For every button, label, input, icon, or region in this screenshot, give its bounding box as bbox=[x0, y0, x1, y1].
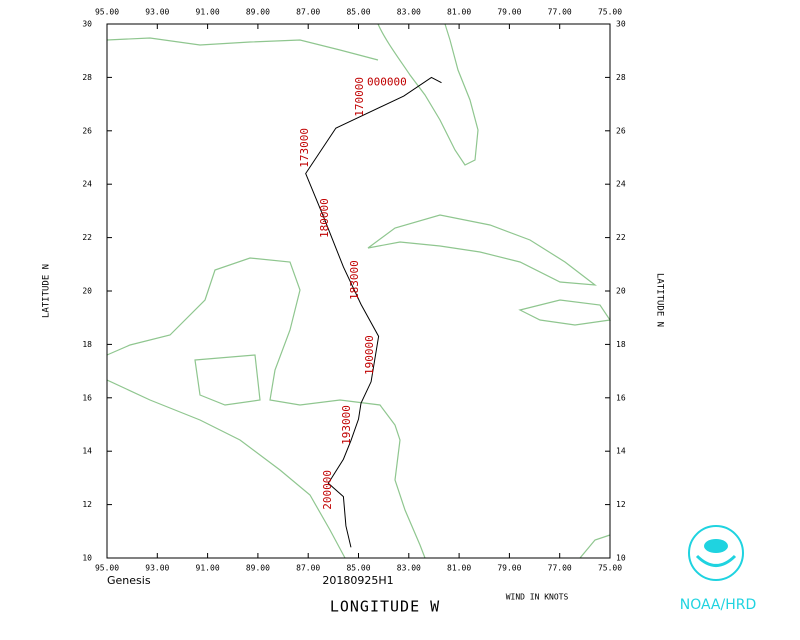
credit: NOAA/HRD bbox=[680, 597, 757, 613]
y-tick-label: 22 bbox=[82, 233, 92, 242]
y-axis-label-right: LATITUDE N bbox=[655, 273, 665, 327]
y-tick-label: 12 bbox=[616, 500, 626, 509]
x-tick-label: 77.00 bbox=[548, 8, 572, 17]
time-label: 173000 bbox=[298, 128, 311, 168]
coastline bbox=[367, 214, 597, 286]
coastline bbox=[106, 37, 379, 61]
time-label: 200000 bbox=[321, 470, 334, 510]
time-label: 193000 bbox=[340, 405, 353, 445]
x-tick-label: 89.00 bbox=[246, 8, 270, 17]
y-tick-label: 12 bbox=[82, 500, 92, 509]
y-tick-label: 10 bbox=[616, 554, 626, 563]
x-tick-label: 91.00 bbox=[196, 8, 220, 17]
coastline bbox=[377, 23, 479, 166]
x-tick-label: 93.00 bbox=[145, 564, 169, 573]
x-tick-label: 75.00 bbox=[598, 8, 622, 17]
y-tick-label: 24 bbox=[82, 180, 92, 189]
x-tick-label: 83.00 bbox=[397, 564, 421, 573]
time-label: 000000 bbox=[367, 76, 407, 89]
coastline bbox=[194, 354, 261, 406]
coastline bbox=[106, 257, 426, 559]
x-tick-label: 81.00 bbox=[447, 564, 471, 573]
x-axis-label: LONGITUDE W bbox=[330, 598, 440, 616]
time-label: 170000 bbox=[353, 77, 366, 117]
coastline bbox=[579, 534, 611, 559]
x-tick-label: 77.00 bbox=[548, 564, 572, 573]
logo bbox=[688, 525, 744, 581]
x-tick-label: 79.00 bbox=[497, 564, 521, 573]
y-tick-label: 28 bbox=[82, 73, 92, 82]
coastline bbox=[518, 299, 612, 326]
x-tick-label: 91.00 bbox=[196, 564, 220, 573]
y-tick-label: 30 bbox=[82, 20, 92, 29]
flight-track bbox=[305, 76, 442, 548]
coastline bbox=[106, 379, 346, 559]
y-tick-label: 20 bbox=[616, 287, 626, 296]
y-tick-label: 16 bbox=[616, 393, 626, 402]
x-tick-label: 79.00 bbox=[497, 8, 521, 17]
y-tick-label: 26 bbox=[616, 126, 626, 135]
x-tick-label: 81.00 bbox=[447, 8, 471, 17]
y-axis-label: LATITUDE N bbox=[42, 264, 52, 318]
y-tick-label: 10 bbox=[82, 554, 92, 563]
x-tick-label: 95.00 bbox=[95, 564, 119, 573]
y-tick-label: 22 bbox=[616, 233, 626, 242]
y-tick-label: 14 bbox=[82, 447, 92, 456]
y-tick-label: 14 bbox=[616, 447, 626, 456]
x-tick-label: 93.00 bbox=[145, 8, 169, 17]
left-note: Genesis bbox=[107, 574, 151, 587]
x-tick-label: 85.00 bbox=[346, 564, 370, 573]
y-tick-label: 30 bbox=[616, 20, 626, 29]
time-label: 183000 bbox=[348, 260, 361, 300]
y-tick-label: 18 bbox=[616, 340, 626, 349]
y-tick-label: 16 bbox=[82, 393, 92, 402]
x-tick-label: 75.00 bbox=[598, 564, 622, 573]
y-tick-label: 20 bbox=[82, 287, 92, 296]
x-tick-label: 89.00 bbox=[246, 564, 270, 573]
y-tick-label: 18 bbox=[82, 340, 92, 349]
x-tick-label: 87.00 bbox=[296, 8, 320, 17]
x-tick-label: 95.00 bbox=[95, 8, 119, 17]
time-label: 180000 bbox=[318, 198, 331, 238]
time-label: 190000 bbox=[363, 335, 376, 375]
y-tick-label: 28 bbox=[616, 73, 626, 82]
center-note: 20180925H1 bbox=[322, 574, 393, 587]
wind-note: WIND IN KNOTS bbox=[506, 593, 569, 602]
x-tick-label: 85.00 bbox=[346, 8, 370, 17]
x-tick-label: 83.00 bbox=[397, 8, 421, 17]
y-tick-label: 24 bbox=[616, 180, 626, 189]
y-tick-label: 26 bbox=[82, 126, 92, 135]
x-tick-label: 87.00 bbox=[296, 564, 320, 573]
